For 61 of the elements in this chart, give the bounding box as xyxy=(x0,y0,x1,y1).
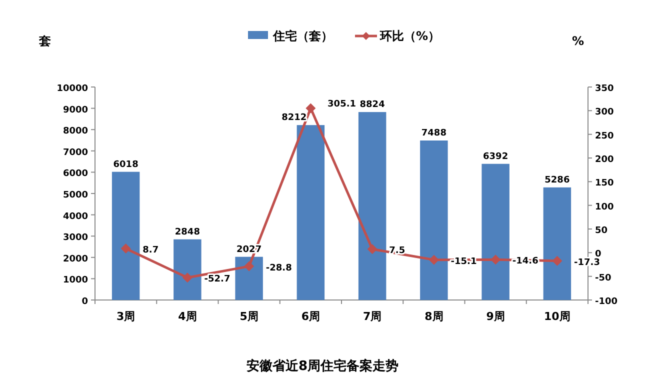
y2-tick-label: 300 xyxy=(595,108,614,118)
data-label: -52.7 xyxy=(204,274,230,285)
x-tick-label: 6周 xyxy=(301,310,320,323)
x-tick-label: 9周 xyxy=(486,310,505,323)
legend-label: 住宅（套） xyxy=(272,29,333,43)
x-tick-label: 7周 xyxy=(362,310,382,323)
bar xyxy=(358,112,386,300)
bar xyxy=(482,164,510,300)
y2-tick-label: 100 xyxy=(595,202,614,212)
legend-label: 环比（%） xyxy=(379,29,440,43)
data-label: 305.1 xyxy=(328,99,356,110)
bar xyxy=(543,187,572,300)
data-label: 8824 xyxy=(360,100,385,110)
bar xyxy=(296,125,325,300)
y-tick-label: 5000 xyxy=(62,190,88,200)
x-tick-label: 5周 xyxy=(240,310,258,323)
y-tick-label: 6000 xyxy=(62,169,88,180)
y-tick-label: 3000 xyxy=(62,233,88,244)
y-tick-label: 7000 xyxy=(62,148,88,158)
y2-tick-label: -100 xyxy=(595,297,618,307)
y2-tick-label: 200 xyxy=(595,155,614,165)
point xyxy=(120,244,131,254)
point xyxy=(490,254,501,265)
y2-tick-label: 50 xyxy=(595,226,608,236)
text: 安徽省近8周住宅备案走势 xyxy=(246,358,399,374)
y2-tick-label: 250 xyxy=(595,131,614,142)
x-tick-label: 10周 xyxy=(544,310,570,323)
point xyxy=(182,272,192,283)
x-tick-label: 4周 xyxy=(178,310,197,323)
data-label: 2848 xyxy=(174,227,200,238)
data-label: 8212 xyxy=(282,113,307,124)
y-tick-label: 2000 xyxy=(62,254,88,264)
point xyxy=(306,103,316,114)
y-tick-label: 4000 xyxy=(62,212,88,222)
y2-tick-label: 150 xyxy=(595,178,614,189)
data-label: 6018 xyxy=(113,160,138,170)
data-label: 8.7 xyxy=(142,246,159,256)
bar xyxy=(235,256,263,300)
data-label: 5286 xyxy=(544,175,570,186)
point xyxy=(367,244,378,254)
point xyxy=(244,261,254,272)
data-label: 6392 xyxy=(483,152,508,162)
y-tick-label: 10000 xyxy=(56,84,88,94)
bar xyxy=(112,172,140,300)
y2-axis-title: % xyxy=(572,34,584,48)
y-axis-title: 套 xyxy=(38,34,51,48)
y-tick-label: 0 xyxy=(82,297,88,307)
point xyxy=(428,254,439,265)
x-tick-label: 8周 xyxy=(424,310,444,323)
data-label: 7488 xyxy=(421,128,446,139)
bar xyxy=(174,239,202,300)
point xyxy=(552,256,562,266)
y2-tick-label: 350 xyxy=(595,84,614,94)
bar xyxy=(420,140,448,300)
y-tick-label: 8000 xyxy=(62,126,88,137)
y2-tick-label: -50 xyxy=(595,273,612,284)
data-label: -28.8 xyxy=(266,263,292,274)
x-tick-label: 3周 xyxy=(116,310,136,323)
y-tick-label: 9000 xyxy=(62,105,88,116)
data-label: -17.3 xyxy=(574,258,600,268)
y-tick-label: 1000 xyxy=(62,276,88,286)
